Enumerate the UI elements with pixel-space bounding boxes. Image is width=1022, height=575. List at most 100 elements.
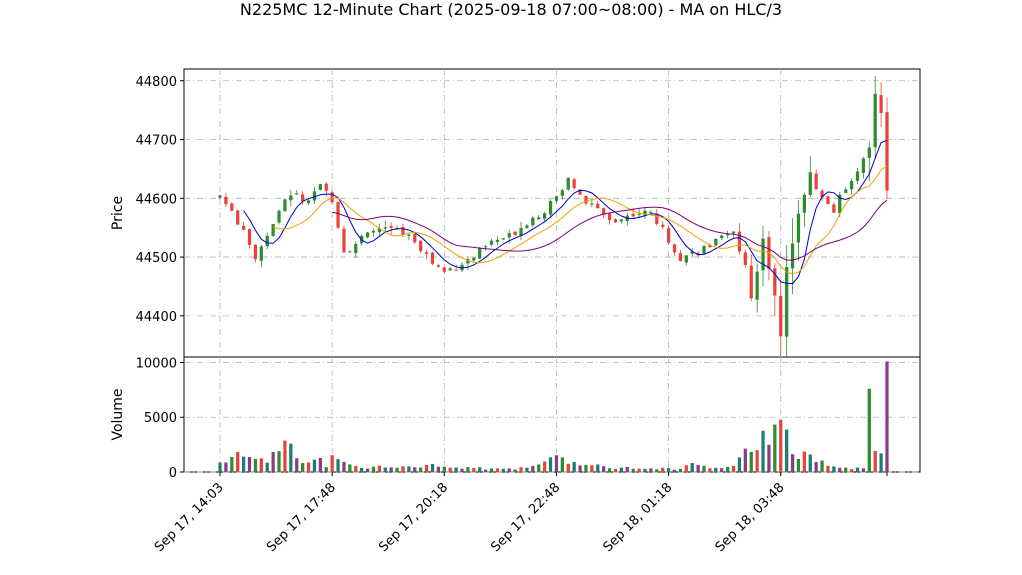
candle-body (507, 233, 511, 238)
volume-bar (354, 465, 358, 472)
candle-body (726, 233, 730, 236)
volume-bar (348, 464, 352, 472)
volume-bar (726, 466, 730, 472)
volume-bar (295, 458, 299, 472)
candle-body (501, 238, 505, 240)
volume-bar (537, 464, 541, 472)
candle-body (424, 252, 429, 254)
candle-body (879, 95, 883, 113)
candle-body (785, 267, 789, 337)
volume-bar (702, 465, 706, 472)
volume-bar (737, 457, 742, 472)
x-tick-label: Sep 18, 01:18 (601, 480, 676, 555)
volume-bar (324, 467, 328, 472)
volume-bar (696, 464, 700, 472)
candle-body (643, 210, 647, 216)
candle-body (472, 257, 476, 261)
volume-bar (424, 464, 429, 472)
candle-body (666, 228, 671, 243)
candle-body (277, 210, 281, 223)
candle-body (554, 196, 559, 201)
x-tick-label: Sep 17, 22:48 (488, 480, 563, 555)
volume-bar (236, 452, 240, 472)
volume-bar (507, 468, 511, 472)
candle-body (413, 234, 417, 243)
candle-body (749, 265, 753, 299)
candle-body (838, 194, 842, 214)
candle-body (773, 268, 777, 296)
volume-bar (708, 468, 712, 472)
x-tick-label: Sep 18, 03:48 (713, 480, 788, 555)
candle-body (849, 180, 854, 190)
volume-tick-label: 5000 (144, 411, 177, 426)
candle-body (513, 231, 517, 236)
candle-body (301, 194, 305, 202)
x-tick-label: Sep 17, 14:03 (152, 480, 227, 555)
candle-body (861, 158, 866, 173)
volume-bar (678, 468, 683, 472)
candle-body (371, 230, 376, 233)
candle-body (295, 193, 299, 195)
volume-bar (271, 451, 275, 472)
volume-bar (389, 467, 393, 472)
volume-bar (531, 465, 535, 472)
volume-bar (855, 467, 860, 472)
candle-body (389, 226, 393, 228)
volume-bar (218, 462, 222, 472)
volume-bar (277, 451, 281, 472)
candle-body (330, 192, 334, 203)
volume-bar (365, 468, 370, 472)
price-tick-label: 44700 (136, 134, 177, 149)
volume-bar (790, 454, 795, 472)
candle-body (607, 213, 612, 221)
ma-line-slow (332, 199, 888, 261)
volume-bar (241, 456, 246, 472)
volume-bar (525, 467, 529, 472)
candle-body (318, 184, 322, 190)
volume-bar (483, 469, 488, 472)
volume-axis-label: Volume (110, 388, 126, 440)
candle-body (525, 225, 529, 229)
volume-bar (666, 468, 671, 472)
volume-bar (785, 429, 789, 472)
volume-bar (749, 451, 753, 472)
volume-bar (230, 457, 234, 472)
volume-bar (495, 468, 500, 472)
candle-body (714, 238, 718, 246)
volume-bar (548, 457, 553, 472)
candle-body (655, 213, 659, 224)
volume-bar (867, 388, 871, 472)
candle-body (495, 239, 500, 242)
candle-body (271, 224, 275, 236)
volume-bar (489, 468, 494, 472)
volume-bar (259, 458, 263, 472)
volume-bar (861, 468, 866, 472)
candle-body (543, 213, 547, 219)
volume-bar (342, 461, 346, 472)
candle-body (218, 195, 222, 198)
volume-bar (879, 453, 883, 472)
volume-bar (318, 457, 322, 472)
volume-bar (566, 463, 570, 472)
volume-bar (773, 424, 777, 472)
candle-body (708, 244, 712, 248)
x-tick-label: Sep 17, 20:18 (376, 480, 451, 555)
volume-bar (478, 467, 482, 472)
candle-body (755, 271, 759, 300)
ma-line-mid (272, 165, 888, 275)
volume-bar (661, 467, 665, 472)
volume-bar (312, 459, 317, 472)
candle-body (401, 227, 405, 235)
candle-body (489, 240, 494, 245)
volume-bar (873, 451, 877, 472)
candle-body (584, 196, 588, 204)
candle-body (808, 172, 812, 195)
volume-bar (844, 467, 848, 472)
volume-bar (814, 461, 818, 472)
candle-body (259, 246, 263, 261)
volume-bar (283, 440, 287, 472)
volume-bar (413, 467, 417, 472)
volume-bar (684, 465, 688, 472)
